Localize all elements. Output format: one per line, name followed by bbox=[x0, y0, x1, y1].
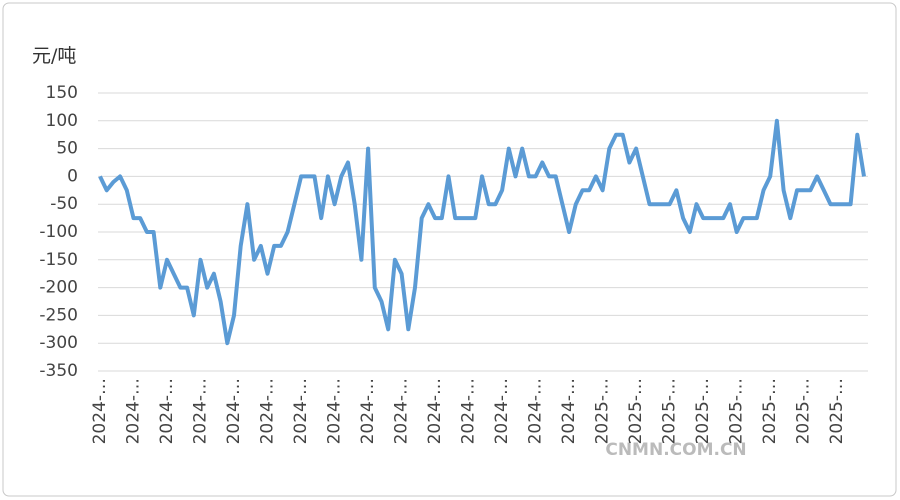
x-tick-label: 2024-… bbox=[291, 378, 311, 444]
watermark: CNMN.COM.CN bbox=[605, 440, 746, 460]
x-tick-label: 2024-… bbox=[526, 378, 546, 444]
y-tick-label: -100 bbox=[39, 222, 78, 242]
x-tick-label: 2024-… bbox=[559, 378, 579, 444]
x-tick-label: 2025-… bbox=[626, 378, 646, 444]
y-tick-label: 100 bbox=[46, 111, 78, 131]
x-tick-label: 2024-… bbox=[124, 378, 144, 444]
x-tick-label: 2024-… bbox=[492, 378, 512, 444]
x-tick-label: 2025-… bbox=[727, 378, 747, 444]
y-tick-label: -250 bbox=[39, 305, 78, 325]
x-tick-label: 2024-… bbox=[191, 378, 211, 444]
y-tick-label: 0 bbox=[67, 166, 78, 186]
x-tick-label: 2025-… bbox=[693, 378, 713, 444]
x-tick-label: 2024-… bbox=[90, 378, 110, 444]
x-tick-label: 2025-… bbox=[593, 378, 613, 444]
y-tick-label: 50 bbox=[56, 139, 78, 159]
y-tick-label: -200 bbox=[39, 278, 78, 298]
x-tick-label: 2024-… bbox=[157, 378, 177, 444]
y-tick-label: -150 bbox=[39, 250, 78, 270]
y-tick-label: -300 bbox=[39, 333, 78, 353]
x-tick-label: 2024-… bbox=[358, 378, 378, 444]
y-tick-label: -350 bbox=[39, 361, 78, 381]
x-tick-label: 2025-… bbox=[827, 378, 847, 444]
x-tick-label: 2025-… bbox=[660, 378, 680, 444]
x-tick-label: 2025-… bbox=[794, 378, 814, 444]
x-tick-label: 2024-… bbox=[392, 378, 412, 444]
x-tick-label: 2024-… bbox=[325, 378, 345, 444]
x-tick-label: 2024-… bbox=[459, 378, 479, 444]
data-line bbox=[98, 118, 866, 346]
x-tick-label: 2024-… bbox=[425, 378, 445, 444]
x-tick-label: 2024-… bbox=[258, 378, 278, 444]
y-unit: 元/吨 bbox=[32, 45, 76, 67]
x-tick-label: 2024-… bbox=[224, 378, 244, 444]
y-tick-label: -50 bbox=[50, 194, 78, 214]
x-tick-label: 2025-… bbox=[760, 378, 780, 444]
y-tick-label: 150 bbox=[46, 83, 78, 103]
